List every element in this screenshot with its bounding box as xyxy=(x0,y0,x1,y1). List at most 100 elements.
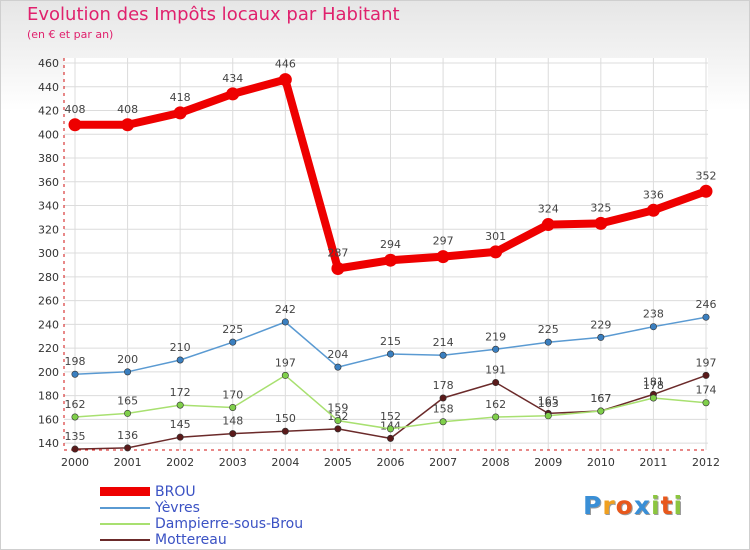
data-label-1: 225 xyxy=(538,323,559,336)
x-tick-label: 2012 xyxy=(692,456,720,469)
data-point-2 xyxy=(71,413,79,421)
data-point-0 xyxy=(226,87,240,101)
logo-letter: i xyxy=(673,491,684,520)
data-label-2: 172 xyxy=(170,386,191,399)
data-point-2 xyxy=(702,399,710,407)
data-point-0 xyxy=(384,253,397,267)
logo-letter: r xyxy=(602,491,616,520)
legend-label-yevres: Yèvres xyxy=(155,500,200,516)
data-point-1 xyxy=(71,370,79,378)
data-label-0: 297 xyxy=(433,235,454,248)
chart-subtitle: (en € et par an) xyxy=(27,28,114,41)
data-label-3: 136 xyxy=(117,429,138,442)
data-point-3 xyxy=(386,434,394,442)
data-point-0 xyxy=(121,118,135,132)
data-label-3: 135 xyxy=(65,430,86,443)
proxiti-logo: Proxiti xyxy=(583,491,683,520)
data-point-1 xyxy=(597,333,605,341)
data-label-3: 152 xyxy=(327,410,348,423)
data-label-3: 181 xyxy=(643,375,664,388)
data-label-2: 152 xyxy=(380,410,401,423)
data-label-1: 214 xyxy=(433,336,454,349)
logo-letter: o xyxy=(615,491,634,520)
data-label-2: 162 xyxy=(485,398,506,411)
y-tick-label: 240 xyxy=(38,318,59,331)
data-point-0 xyxy=(68,118,82,132)
x-tick-label: 2005 xyxy=(324,456,352,469)
data-label-3: 167 xyxy=(590,392,611,405)
data-point-0 xyxy=(699,184,713,198)
data-point-0 xyxy=(331,262,345,276)
data-point-1 xyxy=(334,363,342,371)
data-point-1 xyxy=(386,350,394,358)
data-point-3 xyxy=(124,444,132,452)
data-point-2 xyxy=(229,403,237,411)
data-point-2 xyxy=(124,409,132,417)
y-tick-label: 140 xyxy=(38,437,59,450)
data-point-0 xyxy=(646,203,660,217)
data-point-3 xyxy=(229,430,237,438)
legend-label-dampierre: Dampierre-sous-Brou xyxy=(155,516,304,532)
y-tick-label: 160 xyxy=(38,413,59,426)
data-point-1 xyxy=(492,345,500,353)
data-label-2: 170 xyxy=(222,388,243,401)
legend-swatch-dampierre xyxy=(100,523,150,525)
data-label-0: 324 xyxy=(538,203,559,216)
data-label-3: 145 xyxy=(170,418,191,431)
data-label-1: 219 xyxy=(485,330,506,343)
x-tick-label: 2009 xyxy=(534,456,562,469)
data-label-1: 242 xyxy=(275,303,296,316)
data-point-2 xyxy=(649,394,657,402)
x-tick-label: 2003 xyxy=(219,456,247,469)
data-point-1 xyxy=(702,313,710,321)
data-label-1: 238 xyxy=(643,308,664,321)
y-tick-label: 400 xyxy=(38,128,59,141)
logo-letter: i xyxy=(651,491,661,520)
data-label-2: 159 xyxy=(327,402,348,415)
data-point-1 xyxy=(229,338,237,346)
data-label-3: 178 xyxy=(433,379,454,392)
data-label-2: 163 xyxy=(538,397,559,410)
data-label-1: 204 xyxy=(327,348,348,361)
y-tick-label: 420 xyxy=(38,105,59,118)
data-point-3 xyxy=(492,379,500,387)
data-label-2: 165 xyxy=(117,394,138,407)
chart-title: Evolution des Impôts locaux par Habitant xyxy=(27,4,400,25)
data-label-0: 408 xyxy=(65,103,86,116)
x-tick-label: 2000 xyxy=(61,456,89,469)
data-label-0: 325 xyxy=(590,201,611,214)
data-label-0: 446 xyxy=(275,58,296,71)
data-label-1: 225 xyxy=(222,323,243,336)
x-tick-label: 2001 xyxy=(114,456,142,469)
data-label-2: 158 xyxy=(433,403,454,416)
data-label-1: 215 xyxy=(380,335,401,348)
data-label-2: 167 xyxy=(590,392,611,405)
data-point-2 xyxy=(386,425,394,433)
data-point-1 xyxy=(176,356,184,364)
y-tick-label: 300 xyxy=(38,247,59,260)
data-point-3 xyxy=(702,371,710,379)
legend-swatch-brou xyxy=(100,487,150,496)
data-point-0 xyxy=(173,106,187,120)
data-point-2 xyxy=(597,407,605,415)
data-label-2: 178 xyxy=(643,379,664,392)
data-point-1 xyxy=(649,323,657,331)
data-label-0: 294 xyxy=(380,238,401,251)
y-tick-label: 380 xyxy=(38,152,59,165)
data-point-2 xyxy=(281,371,289,379)
data-point-0 xyxy=(594,216,608,230)
legend-label-brou: BROU xyxy=(155,484,196,500)
data-label-1: 246 xyxy=(696,298,717,311)
y-tick-label: 340 xyxy=(38,200,59,213)
x-tick-label: 2002 xyxy=(166,456,194,469)
y-tick-label: 440 xyxy=(38,81,59,94)
data-point-1 xyxy=(544,338,552,346)
data-point-1 xyxy=(439,351,447,359)
data-label-1: 200 xyxy=(117,353,138,366)
x-tick-label: 2010 xyxy=(587,456,615,469)
data-point-1 xyxy=(124,368,132,376)
data-label-3: 148 xyxy=(222,415,243,428)
data-point-0 xyxy=(436,250,450,264)
data-label-3: 150 xyxy=(275,412,296,425)
data-label-0: 287 xyxy=(327,247,348,260)
